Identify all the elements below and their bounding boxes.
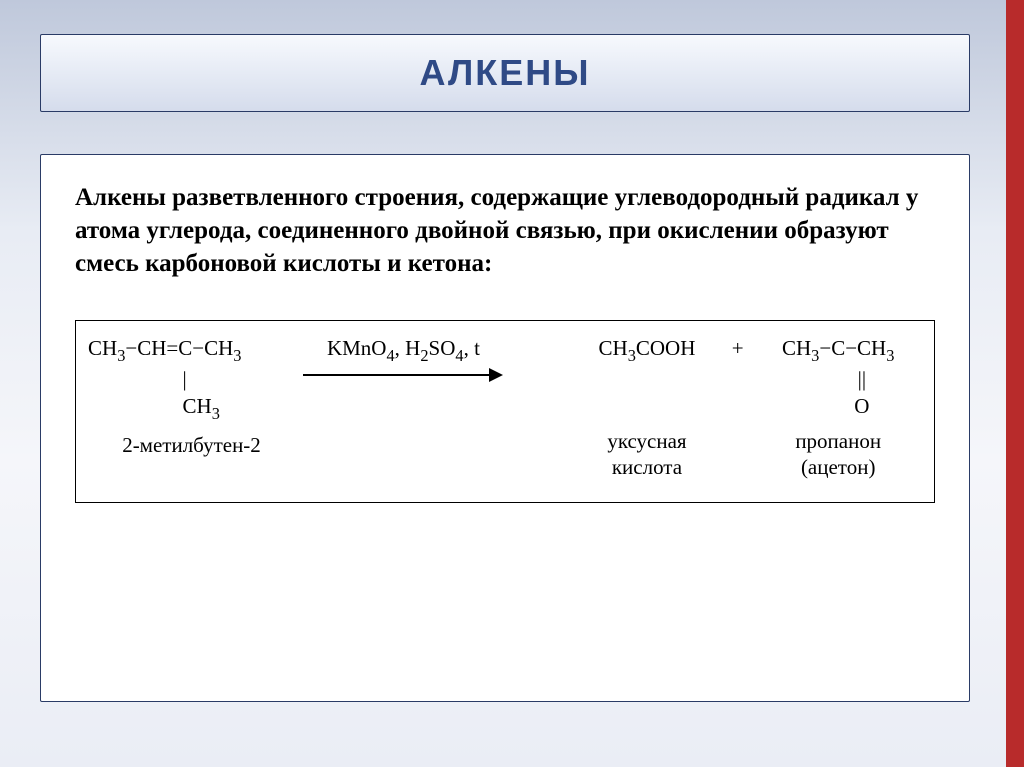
acid-spacer2 [644,393,649,420]
arrow-column: KMnO4, H2SO4, t [295,335,512,380]
reactant-column: CH3−CH=C−CH3 | CH3 2-метилбутен-2 [88,335,295,458]
acid-spacer1 [644,366,649,393]
title-panel: АЛКЕНЫ [40,34,970,112]
ketone-line2: || [810,366,866,393]
reaction-conditions: KMnO4, H2SO4, t [327,335,480,366]
arrow-shaft [303,374,489,376]
ketone-label-2: (ацетон) [801,454,876,480]
ketone-label-1: пропанон [795,428,881,454]
acid-label-1: уксусная [607,428,686,454]
reactant-line2: | [88,366,295,393]
intro-paragraph: Алкены разветвленного строения, содержащ… [75,181,935,280]
ketone-line1: CH3−C−CH3 [782,335,894,366]
product-ketone-column: CH3−C−CH3 || O пропанон (ацетон) [754,335,922,480]
slide-title: АЛКЕНЫ [420,52,591,94]
plus-sign: + [732,335,744,362]
reactant-label: 2-метилбутен-2 [88,432,295,458]
arrow-head-icon [489,368,503,382]
reaction-row: CH3−CH=C−CH3 | CH3 2-метилбутен-2 KMnO4,… [88,335,922,480]
acid-formula: CH3COOH [599,335,696,366]
plus-column: + [721,335,755,362]
reaction-scheme: CH3−CH=C−CH3 | CH3 2-метилбутен-2 KMnO4,… [75,320,935,503]
product-acid-column: CH3COOH уксусная кислота [573,335,721,480]
reactant-line1: CH3−CH=C−CH3 [88,335,295,366]
content-panel: Алкены разветвленного строения, содержащ… [40,154,970,702]
ketone-line3: O [807,393,869,420]
reaction-arrow-icon [303,370,503,380]
slide-accent-bar [1006,0,1024,767]
reactant-line3: CH3 [88,393,295,424]
acid-label-2: кислота [612,454,682,480]
